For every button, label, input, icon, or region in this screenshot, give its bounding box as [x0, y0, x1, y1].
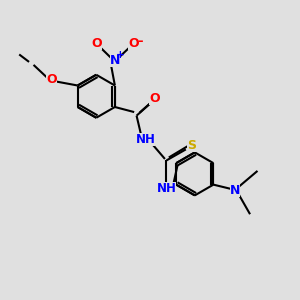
Text: -: -	[137, 34, 143, 47]
Text: N: N	[110, 54, 120, 67]
Text: O: O	[149, 92, 160, 105]
Text: O: O	[46, 73, 57, 86]
Text: NH: NH	[157, 182, 176, 195]
Text: S: S	[187, 139, 196, 152]
Text: O: O	[128, 38, 139, 50]
Text: O: O	[91, 38, 102, 50]
Text: +: +	[116, 50, 124, 60]
Text: N: N	[230, 184, 240, 197]
Text: NH: NH	[136, 133, 155, 146]
